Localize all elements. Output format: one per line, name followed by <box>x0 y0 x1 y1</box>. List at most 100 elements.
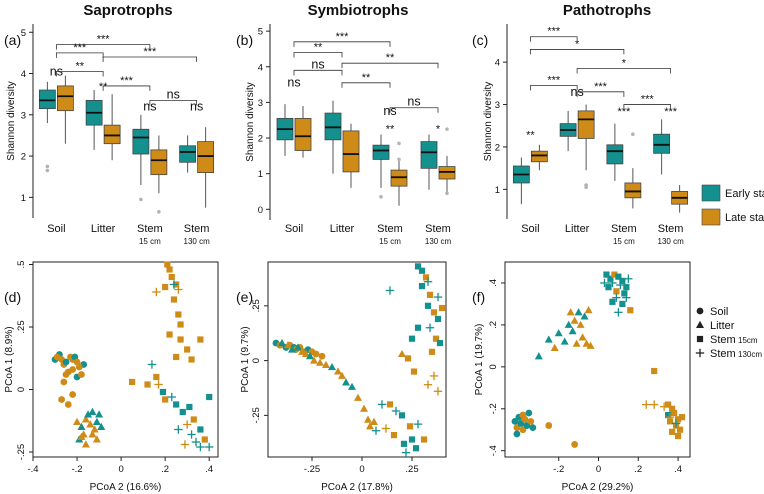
bracket-line <box>102 85 151 91</box>
point-litter <box>95 410 104 418</box>
comparison-bracket: *** <box>623 94 672 110</box>
point-stem-15cm <box>627 307 634 314</box>
box-early-3 <box>132 114 150 202</box>
outlier-point <box>631 132 635 137</box>
box-iqr <box>653 133 671 154</box>
point-litter <box>84 410 93 418</box>
point-stem-15cm <box>603 271 610 278</box>
point-litter <box>73 417 82 425</box>
y-tick-label: 0 <box>488 364 499 369</box>
y-tick-label: 5 <box>21 28 26 39</box>
point-litter <box>342 378 350 386</box>
bracket-line <box>389 107 439 113</box>
box-late-2 <box>342 123 360 188</box>
point-stem-15cm <box>414 324 422 331</box>
comparison-bracket: ** <box>341 52 439 69</box>
point-stem-15cm <box>404 355 412 362</box>
point-litter <box>288 345 296 353</box>
legend-label: Soil <box>710 306 728 318</box>
box-late-4 <box>438 127 456 196</box>
legend-label: Litter <box>710 320 735 332</box>
point-stem-15cm <box>190 416 197 423</box>
x-category-label: Stem <box>658 223 684 235</box>
point-stem-15cm <box>430 309 438 316</box>
point-stem-15cm <box>398 412 406 419</box>
bracket-label: ns <box>311 57 324 71</box>
point-stem-15cm <box>665 411 672 419</box>
point-stem-130cm <box>671 419 681 428</box>
point-soil <box>58 396 66 403</box>
point-stem-130cm <box>167 392 176 402</box>
point-stem-15cm <box>173 353 180 361</box>
comparison-bracket: *** <box>529 74 578 91</box>
point-stem-15cm <box>623 284 630 291</box>
comparison-bracket: *** <box>102 75 151 91</box>
bracket-label: *** <box>336 31 350 43</box>
comparison-bracket: *** <box>102 46 198 63</box>
comparison-bracket: *** <box>529 26 578 42</box>
panel-label: (c) <box>472 32 488 48</box>
point-stem-15cm <box>179 408 186 416</box>
y-axis-label: PCoA 1 (19.7%) <box>474 324 485 396</box>
x-category-sublabel: 130 cm <box>425 237 452 246</box>
plot-frame <box>267 261 447 458</box>
box-early-1 <box>276 104 294 156</box>
point-soil <box>64 401 72 408</box>
point-soil <box>513 430 521 438</box>
point-stem-130cm <box>622 293 631 302</box>
box-early-4 <box>179 135 197 173</box>
point-stem-15cm <box>670 409 678 417</box>
outlier-point <box>445 191 449 196</box>
outlier-point <box>45 164 50 169</box>
point-litter <box>582 339 591 347</box>
bracket-label: *** <box>547 26 561 38</box>
box-early-2 <box>85 90 103 150</box>
bracket-label: *** <box>547 74 561 86</box>
chart-title: Pathotrophs <box>563 2 651 19</box>
box-late-1 <box>294 105 312 158</box>
point-stem-15cm <box>619 277 626 284</box>
plot-frame <box>32 261 219 458</box>
point-litter <box>354 393 362 401</box>
x-axis-label: PCoA 2 (17.8%) <box>321 482 393 493</box>
point-soil <box>525 409 533 417</box>
point-stem-130cm <box>377 400 387 409</box>
legend-marker-c <box>696 307 704 315</box>
bracket-label: *** <box>641 94 655 106</box>
x-tick-label: .2 <box>634 464 642 475</box>
box-early-4 <box>653 119 671 175</box>
point-stem-130cm <box>642 400 651 409</box>
point-stem-15cm <box>611 271 618 278</box>
x-category-label: Stem <box>184 223 210 235</box>
point-stem-130cm <box>174 425 183 434</box>
points <box>272 263 446 457</box>
point-stem-15cm <box>613 288 620 295</box>
outlier-point <box>584 185 588 190</box>
boxplot-panel-3: Pathotrophs (c) Shannon diversity 1 2 3 4 Soil L… <box>472 2 689 246</box>
comparison-bracket: * <box>576 58 672 74</box>
outlier-point <box>397 141 401 146</box>
box-iqr <box>179 145 197 163</box>
x-tick-label: -.25 <box>304 464 320 475</box>
bracket-line <box>149 99 198 106</box>
point-stem-15cm <box>438 304 446 312</box>
box-iqr <box>197 141 215 173</box>
box-iqr <box>38 89 56 110</box>
comparison-bracket: *** <box>576 81 625 97</box>
point-litter <box>322 360 330 368</box>
boxplot-panel-1: Saprotrophs (a) Shannon diversity 1 2 3 4 5 Soil… <box>4 2 215 246</box>
bracket-line <box>55 52 104 58</box>
point-litter <box>554 329 563 337</box>
point-litter <box>544 335 553 343</box>
bracket-line <box>529 85 578 91</box>
point-litter <box>81 415 90 423</box>
point-litter <box>570 316 579 324</box>
point-litter <box>580 312 589 320</box>
point-soil <box>312 350 320 358</box>
point-litter <box>92 417 101 425</box>
pcoa-panel-3: (f)PCoA 2 (29.2%)PCoA 1 (19.7%)-.2 0.2.4-… <box>472 261 691 493</box>
pcoa-panel-1: (d) PCoA 2 (16.6%) PCoA 1 (8.9%) -.4 -.2 0 .2.… <box>4 261 219 493</box>
point-litter <box>306 352 314 360</box>
x-category-label: Litter <box>565 223 590 235</box>
point-stem-130cm <box>600 278 609 288</box>
